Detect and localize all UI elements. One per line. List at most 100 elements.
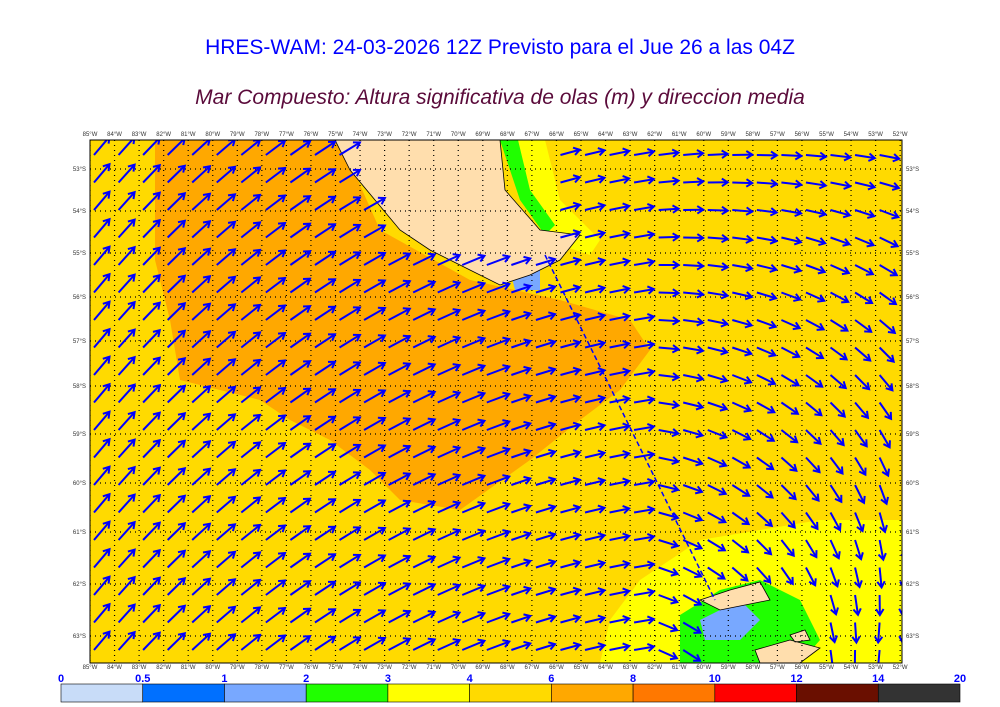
wave-arrow bbox=[142, 140, 161, 156]
wave-arrow bbox=[658, 428, 681, 438]
wave-arrow bbox=[780, 566, 794, 586]
wave-arrow bbox=[166, 631, 187, 651]
wave-arrow bbox=[240, 166, 262, 184]
wave-arrow bbox=[314, 388, 337, 404]
wave-arrow bbox=[191, 140, 211, 156]
wave-arrow bbox=[560, 339, 582, 349]
wave-arrow bbox=[437, 390, 462, 404]
wave-arrow bbox=[658, 594, 680, 605]
wave-arrow bbox=[338, 306, 362, 321]
wave-arrow bbox=[314, 195, 337, 211]
wave-arrow bbox=[609, 257, 631, 267]
wave-arrow bbox=[314, 278, 337, 294]
wave-arrow bbox=[707, 566, 726, 580]
wave-arrow bbox=[560, 476, 582, 486]
wave-arrow bbox=[707, 234, 730, 244]
wave-arrow bbox=[683, 149, 705, 159]
lon-label-bottom: 65°W bbox=[574, 665, 589, 671]
wave-arrow bbox=[142, 218, 162, 239]
wave-arrow bbox=[511, 338, 533, 349]
wave-arrow bbox=[904, 348, 917, 363]
wave-arrow bbox=[633, 587, 656, 598]
colorbar-label: 1 bbox=[221, 673, 227, 685]
wave-arrow bbox=[511, 530, 533, 541]
chart-subtitle: Mar Compuesto: Altura significativa de o… bbox=[195, 86, 805, 109]
wave-arrow bbox=[633, 257, 656, 268]
lon-label-bottom: 60°W bbox=[696, 665, 711, 671]
wave-arrow bbox=[216, 248, 237, 266]
wave-arrow bbox=[363, 416, 387, 431]
wave-arrow bbox=[191, 220, 212, 239]
wave-arrow bbox=[240, 248, 262, 266]
wave-arrow bbox=[854, 236, 876, 248]
wave-arrow bbox=[166, 191, 187, 211]
wave-arrow bbox=[535, 366, 557, 376]
wave-arrow bbox=[854, 456, 867, 477]
wave-arrow bbox=[93, 300, 111, 321]
wave-arrow bbox=[904, 458, 912, 477]
wave-arrow bbox=[854, 319, 873, 333]
wave-arrow bbox=[633, 230, 656, 240]
colorbar-label: 6 bbox=[548, 673, 554, 685]
wave-arrow bbox=[609, 367, 631, 377]
wave-arrow bbox=[93, 327, 111, 349]
wave-arrow bbox=[265, 359, 287, 376]
lon-label-top: 63°W bbox=[623, 132, 638, 138]
wave-arrow bbox=[830, 291, 850, 304]
wave-arrow bbox=[412, 280, 437, 294]
wave-arrow bbox=[191, 495, 212, 514]
wave-arrow bbox=[535, 558, 557, 569]
wave-arrow bbox=[142, 576, 162, 596]
wave-arrow bbox=[240, 331, 262, 349]
wave-arrow bbox=[511, 448, 533, 459]
lon-label-bottom: 81°W bbox=[181, 665, 196, 671]
wave-arrow bbox=[584, 312, 607, 322]
field-bright-yellow-north bbox=[515, 140, 600, 255]
wave-arrow bbox=[609, 202, 631, 212]
wave-arrow bbox=[437, 473, 462, 486]
wave-arrow bbox=[363, 251, 387, 266]
lon-label-bottom: 79°W bbox=[230, 665, 245, 671]
wave-arrow bbox=[314, 415, 337, 431]
wave-arrow bbox=[216, 633, 237, 651]
lon-label-bottom: 76°W bbox=[304, 665, 319, 671]
wave-arrow bbox=[363, 389, 387, 404]
wave-arrow bbox=[879, 236, 900, 248]
wave-arrow bbox=[829, 401, 847, 418]
wave-arrow bbox=[289, 580, 312, 596]
wave-arrow bbox=[805, 319, 826, 331]
wave-arrow bbox=[658, 566, 680, 577]
wave-arrow bbox=[486, 336, 511, 349]
wave-arrow bbox=[609, 560, 631, 570]
wave-arrow bbox=[216, 523, 237, 541]
wave-arrow bbox=[437, 308, 462, 321]
wave-arrow bbox=[633, 202, 656, 213]
wave-arrow bbox=[93, 575, 111, 596]
wave-arrow bbox=[560, 229, 582, 239]
wave-arrow bbox=[388, 252, 412, 266]
wave-arrow bbox=[756, 150, 779, 160]
wave-arrow bbox=[853, 567, 863, 589]
wave-arrow bbox=[805, 401, 823, 417]
lat-label-right: 56°S bbox=[906, 295, 919, 301]
wave-arrow bbox=[240, 606, 262, 624]
lon-label-top: 79°W bbox=[230, 132, 245, 138]
wave-arrow bbox=[609, 642, 631, 652]
wave-arrow bbox=[166, 521, 187, 541]
wave-arrow bbox=[805, 374, 824, 388]
wave-arrow bbox=[338, 361, 362, 376]
wave-arrow bbox=[314, 305, 337, 321]
wave-arrow bbox=[780, 346, 801, 359]
wave-arrow bbox=[830, 180, 852, 190]
wave-arrow bbox=[142, 191, 162, 211]
lat-label-left: 62°S bbox=[73, 582, 86, 588]
wave-arrow bbox=[633, 367, 656, 378]
wave-arrow bbox=[142, 383, 162, 404]
wave-arrow bbox=[731, 346, 754, 357]
wave-arrow bbox=[683, 317, 705, 327]
wave-arrow bbox=[142, 603, 162, 624]
wave-arrow bbox=[437, 555, 462, 569]
wave-arrow bbox=[412, 527, 437, 541]
wave-arrow bbox=[412, 582, 437, 596]
lon-label-top: 71°W bbox=[426, 132, 441, 138]
